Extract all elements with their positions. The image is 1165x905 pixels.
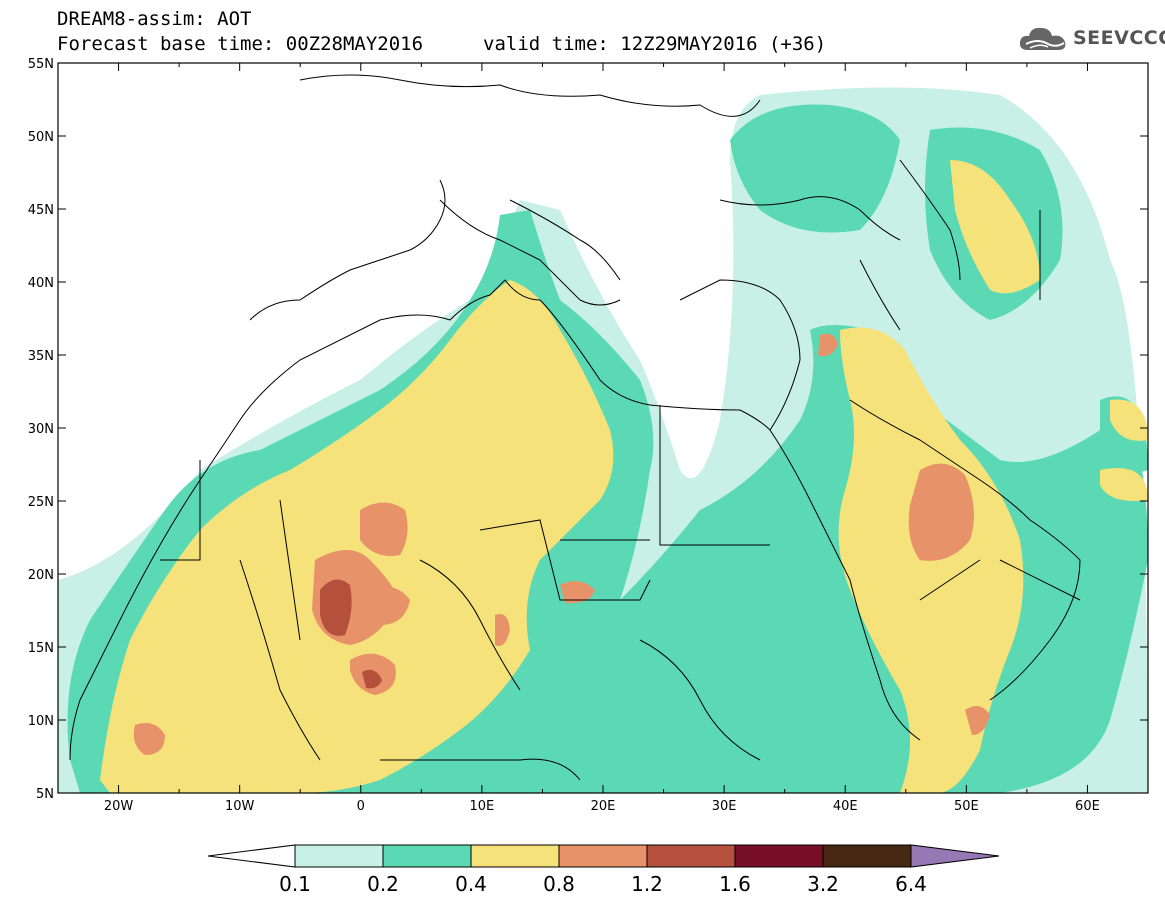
lat-axis: 55N 50N 45N 40N 35N 30N 25N 20N 15N 10N 5N [28,57,1148,802]
seevccc-logo: SEEVCCC [1018,24,1165,58]
colorbar-swatch [646,844,736,868]
coastlines [69,74,1081,781]
colorbar-level-label: 0.2 [367,872,399,896]
colorbar-swatch [294,844,384,868]
lon-tick-label: 20W [104,799,134,814]
colorbar-level-label: 1.6 [719,872,751,896]
lon-axis: 20W 10W 0 10E 20E 30E 40E 50E 60E [57,63,1149,814]
lon-tick-label: 20E [591,799,616,814]
colorbar-level-label: 1.2 [631,872,663,896]
lon-tick-label: 10E [470,799,495,814]
lon-tick-label: 10W [225,799,255,814]
colorbar: 0.1 0.2 0.4 0.8 1.2 1.6 3.2 6.4 [207,844,1000,896]
lat-tick-label: 10N [28,714,54,729]
logo-text: SEEVCCC [1073,27,1165,49]
colorbar-level-label: 6.4 [895,872,927,896]
lat-tick-label: 15N [28,641,54,656]
colorbar-swatch [822,844,912,868]
lon-tick-label: 0 [357,799,365,814]
colorbar-level-label: 0.1 [279,872,311,896]
aot-band-1.2 [320,579,382,689]
colorbar-swatch [734,844,824,868]
lat-tick-label: 50N [28,130,54,145]
colorbar-swatch [382,844,472,868]
forecast-base-time: Forecast base time: 00Z28MAY2016 [57,33,424,55]
aot-field [58,63,1148,793]
lat-tick-label: 20N [28,568,54,583]
lon-tick-label: 30E [712,799,737,814]
lat-tick-label: 30N [28,422,54,437]
lon-tick-label: 60E [1075,799,1100,814]
colorbar-under-arrow [207,844,296,868]
colorbar-level-label: 0.8 [543,872,575,896]
colorbar-level-label: 3.2 [807,872,839,896]
lon-tick-label: 50E [954,799,979,814]
lat-tick-label: 25N [28,495,54,510]
cloud-icon [1019,27,1066,50]
lat-tick-label: 40N [28,276,54,291]
lat-tick-label: 55N [28,57,54,72]
colorbar-over-arrow [910,844,1000,868]
map-title: DREAM8-assim: AOT [57,8,252,30]
colorbar-swatch [558,844,648,868]
colorbar-level-label: 0.4 [455,872,487,896]
lat-tick-label: 35N [28,349,54,364]
lat-tick-label: 45N [28,203,54,218]
colorbar-swatch [470,844,560,868]
lat-tick-label: 5N [36,787,54,802]
lon-tick-label: 40E [833,799,858,814]
valid-time: valid time: 12Z29MAY2016 (+36) [483,33,827,55]
